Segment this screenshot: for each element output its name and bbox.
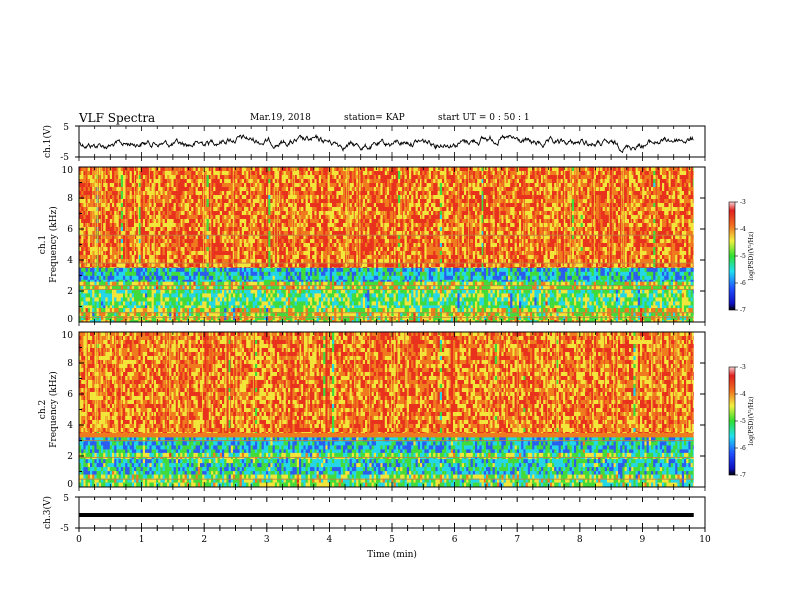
x-tick-label: 7: [514, 535, 520, 545]
ch2-spectrogram-colorbar: [728, 366, 736, 476]
ch1-spectrogram-colorbar-label: log(PSD)(V²/Hz): [748, 232, 755, 281]
y-tick-label: 4: [67, 421, 73, 431]
x-tick-label: 5: [389, 535, 395, 545]
y-tick-label: 8: [67, 194, 73, 204]
colorbar-tick-label: -5: [740, 418, 746, 425]
colorbar-tick-label: -3: [740, 199, 746, 206]
x-tick-label: 8: [577, 535, 583, 545]
ch1-waveform-line: [78, 133, 694, 154]
y-tick-label: 2: [67, 452, 73, 462]
x-tick-label: 6: [452, 535, 458, 545]
colorbar-tick-label: -6: [740, 445, 746, 452]
chart-title: VLF Spectra: [79, 111, 155, 125]
x-tick-label: 2: [201, 535, 207, 545]
start-time-label: start UT = 0 : 50 : 1: [438, 113, 530, 123]
ch2-spectrogram-image: [79, 332, 705, 487]
ch1-spectrogram-ylabel-frequency: Frequency (kHz): [48, 206, 59, 283]
y-tick-label: -5: [60, 524, 69, 534]
colorbar-tick-label: -6: [740, 280, 746, 287]
ch1-spectrogram-image: [79, 167, 705, 322]
colorbar-tick-label: -4: [740, 391, 746, 398]
x-tick-label: 1: [139, 535, 145, 545]
x-tick-label: 9: [640, 535, 646, 545]
date-label: Mar.19, 2018: [250, 113, 311, 123]
y-tick-label: 2: [67, 287, 73, 297]
y-tick-label: 0: [67, 480, 73, 490]
y-tick-label: 6: [67, 390, 73, 400]
colorbar-tick-label: -3: [740, 364, 746, 371]
colorbar-tick-label: -7: [740, 472, 746, 479]
ch1-spectrogram-colorbar: [728, 201, 736, 311]
colorbar-tick-label: -5: [740, 253, 746, 260]
y-tick-label: 10: [62, 331, 74, 341]
colorbar-tick-label: -7: [740, 307, 746, 314]
colorbar-tick-label: -4: [740, 226, 746, 233]
y-tick-label: 5: [63, 494, 69, 504]
x-tick-label: 0: [76, 535, 82, 545]
x-tick-label: 10: [699, 535, 711, 545]
y-tick-label: 6: [67, 225, 73, 235]
y-tick-label: 8: [67, 359, 73, 369]
x-tick-label: 3: [264, 535, 270, 545]
y-tick-label: 5: [63, 123, 69, 133]
x-tick-label: 4: [327, 535, 333, 545]
ch1-waveform-panel: [78, 133, 694, 154]
y-tick-label: -5: [60, 153, 69, 163]
y-tick-label: 10: [62, 166, 74, 176]
x-axis-label: Time (min): [367, 549, 417, 560]
ch3-waveform-ylabel: ch.3(V): [42, 496, 53, 529]
y-tick-label: 0: [67, 315, 73, 325]
ch2-spectrogram-ylabel-channel: ch.2: [38, 400, 48, 419]
ch1-spectrogram-ylabel-channel: ch.1: [38, 235, 48, 254]
y-tick-label: 4: [67, 256, 73, 266]
ch1-waveform-ylabel: ch.1(V): [42, 125, 53, 158]
station-label: station= KAP: [344, 113, 405, 123]
ch2-spectrogram-ylabel-frequency: Frequency (kHz): [48, 371, 59, 448]
ch2-spectrogram-colorbar-label: log(PSD)(V²/Hz): [748, 397, 755, 446]
